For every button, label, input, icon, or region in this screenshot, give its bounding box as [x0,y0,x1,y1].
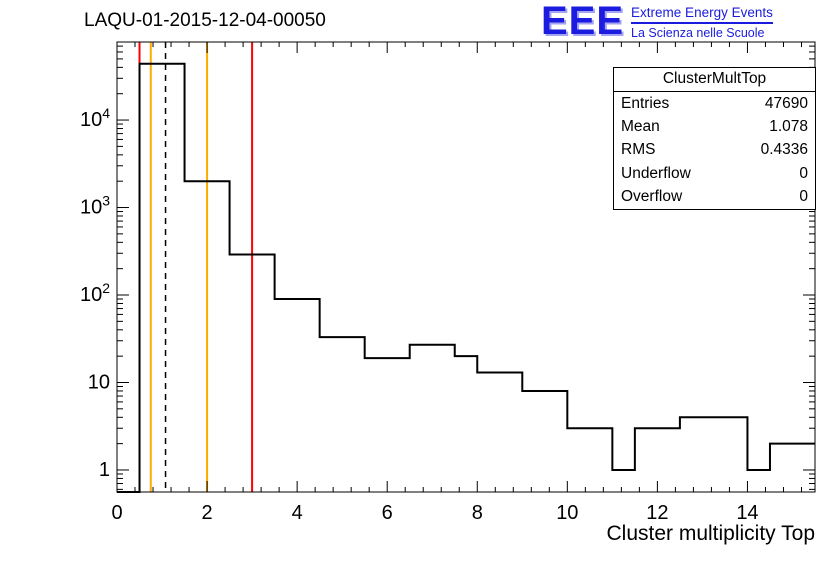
stats-row-rms: RMS 0.4336 [614,139,815,162]
stats-box-title: ClusterMultTop [614,68,815,92]
stats-value: 0 [799,188,808,206]
x-tick-label: 0 [111,502,122,524]
stats-label: Mean [621,117,660,135]
x-tick-label: 14 [736,502,758,524]
stats-label: Underflow [621,164,691,182]
stats-row-underflow: Underflow 0 [614,162,815,185]
axis-ticks [116,42,815,492]
stats-row-mean: Mean 1.078 [614,115,815,138]
y-tick-label: 10 [88,371,110,393]
threshold-lines [138,42,254,492]
stats-box: ClusterMultTop Entries 47690 Mean 1.078 … [613,67,816,211]
eee-logo-acronym: EEE [541,0,625,43]
stats-row-overflow: Overflow 0 [614,186,815,209]
histogram-line [117,62,815,493]
x-tick-label: 4 [292,502,303,524]
x-axis-title: Cluster multiplicity Top [606,522,815,545]
plot-title: LAQU-01-2015-12-04-00050 [84,10,326,31]
x-tick-label: 10 [556,502,578,524]
y-tick-label: 103 [80,193,110,219]
stats-value: 0 [799,164,808,182]
eee-logo-line1: Extreme Energy Events [631,5,773,20]
axis-tick-labels: 0 2 4 6 8 10 12 14 1 10 102 103 104 [80,105,759,524]
plot-frame [116,41,816,493]
stats-value: 0.4336 [760,141,808,159]
x-tick-label: 8 [472,502,483,524]
stats-row-entries: Entries 47690 [614,92,815,115]
y-tick-label: 102 [80,280,110,306]
eee-logo-rule [631,22,773,24]
eee-logo: EEE Extreme Energy Events La Scienza nel… [541,0,773,43]
eee-logo-line2: La Scienza nelle Scuole [631,26,765,40]
y-tick-label: 1 [99,459,110,481]
x-tick-label: 2 [202,502,213,524]
y-tick-label: 104 [80,105,110,131]
x-tick-label: 6 [382,502,393,524]
stats-label: Entries [621,94,670,112]
stats-value: 1.078 [769,117,808,135]
stats-value: 47690 [764,94,808,112]
stats-label: RMS [621,141,656,159]
x-tick-label: 12 [646,502,668,524]
stats-label: Overflow [621,188,683,206]
eee-logo-text: Extreme Energy Events La Scienza nelle S… [631,4,773,40]
